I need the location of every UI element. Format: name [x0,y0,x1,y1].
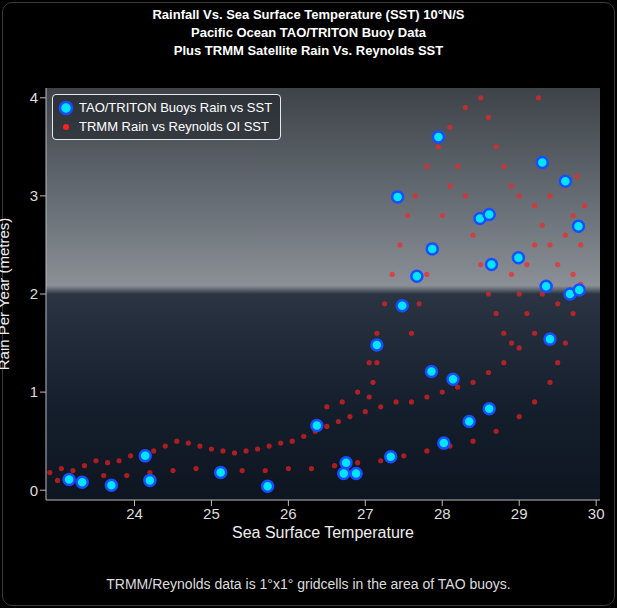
svg-text:2: 2 [30,285,38,302]
svg-text:25: 25 [203,505,220,522]
html-text:Rainfall Vs. Sea Surface Tempe: Rainfall Vs. Sea Surface Temperature (SS… [152,7,465,22]
svg-text:27: 27 [357,505,374,522]
html-text:Plus TRMM Satellite Rain Vs. R: Plus TRMM Satellite Rain Vs. Reynolds SS… [173,43,444,58]
svg-text:26: 26 [280,505,297,522]
svg-text:30: 30 [588,505,605,522]
svg-text:4: 4 [30,89,38,106]
svg-text:1: 1 [30,383,38,400]
svg-text:24: 24 [126,505,143,522]
svg-text:29: 29 [511,505,528,522]
svg-text:28: 28 [434,505,451,522]
html-text:Pacific Ocean TAO/TRITON Buoy: Pacific Ocean TAO/TRITON Buoy Data [191,25,426,40]
svg-text:3: 3 [30,187,38,204]
html-text:TRMM Rain vs Reynolds OI SST: TRMM Rain vs Reynolds OI SST [79,119,269,134]
html-text:TRMM/Reynolds data is 1°x1° gr: TRMM/Reynolds data is 1°x1° gridcells in… [106,576,511,592]
svg-text:Rain Per Year (metres): Rain Per Year (metres) [8,218,12,371]
svg-text:0: 0 [30,482,38,499]
svg-text:Sea Surface Temperature: Sea Surface Temperature [232,524,414,541]
html-text:TAO/TRITON Buoys Rain vs SST: TAO/TRITON Buoys Rain vs SST [79,100,273,115]
